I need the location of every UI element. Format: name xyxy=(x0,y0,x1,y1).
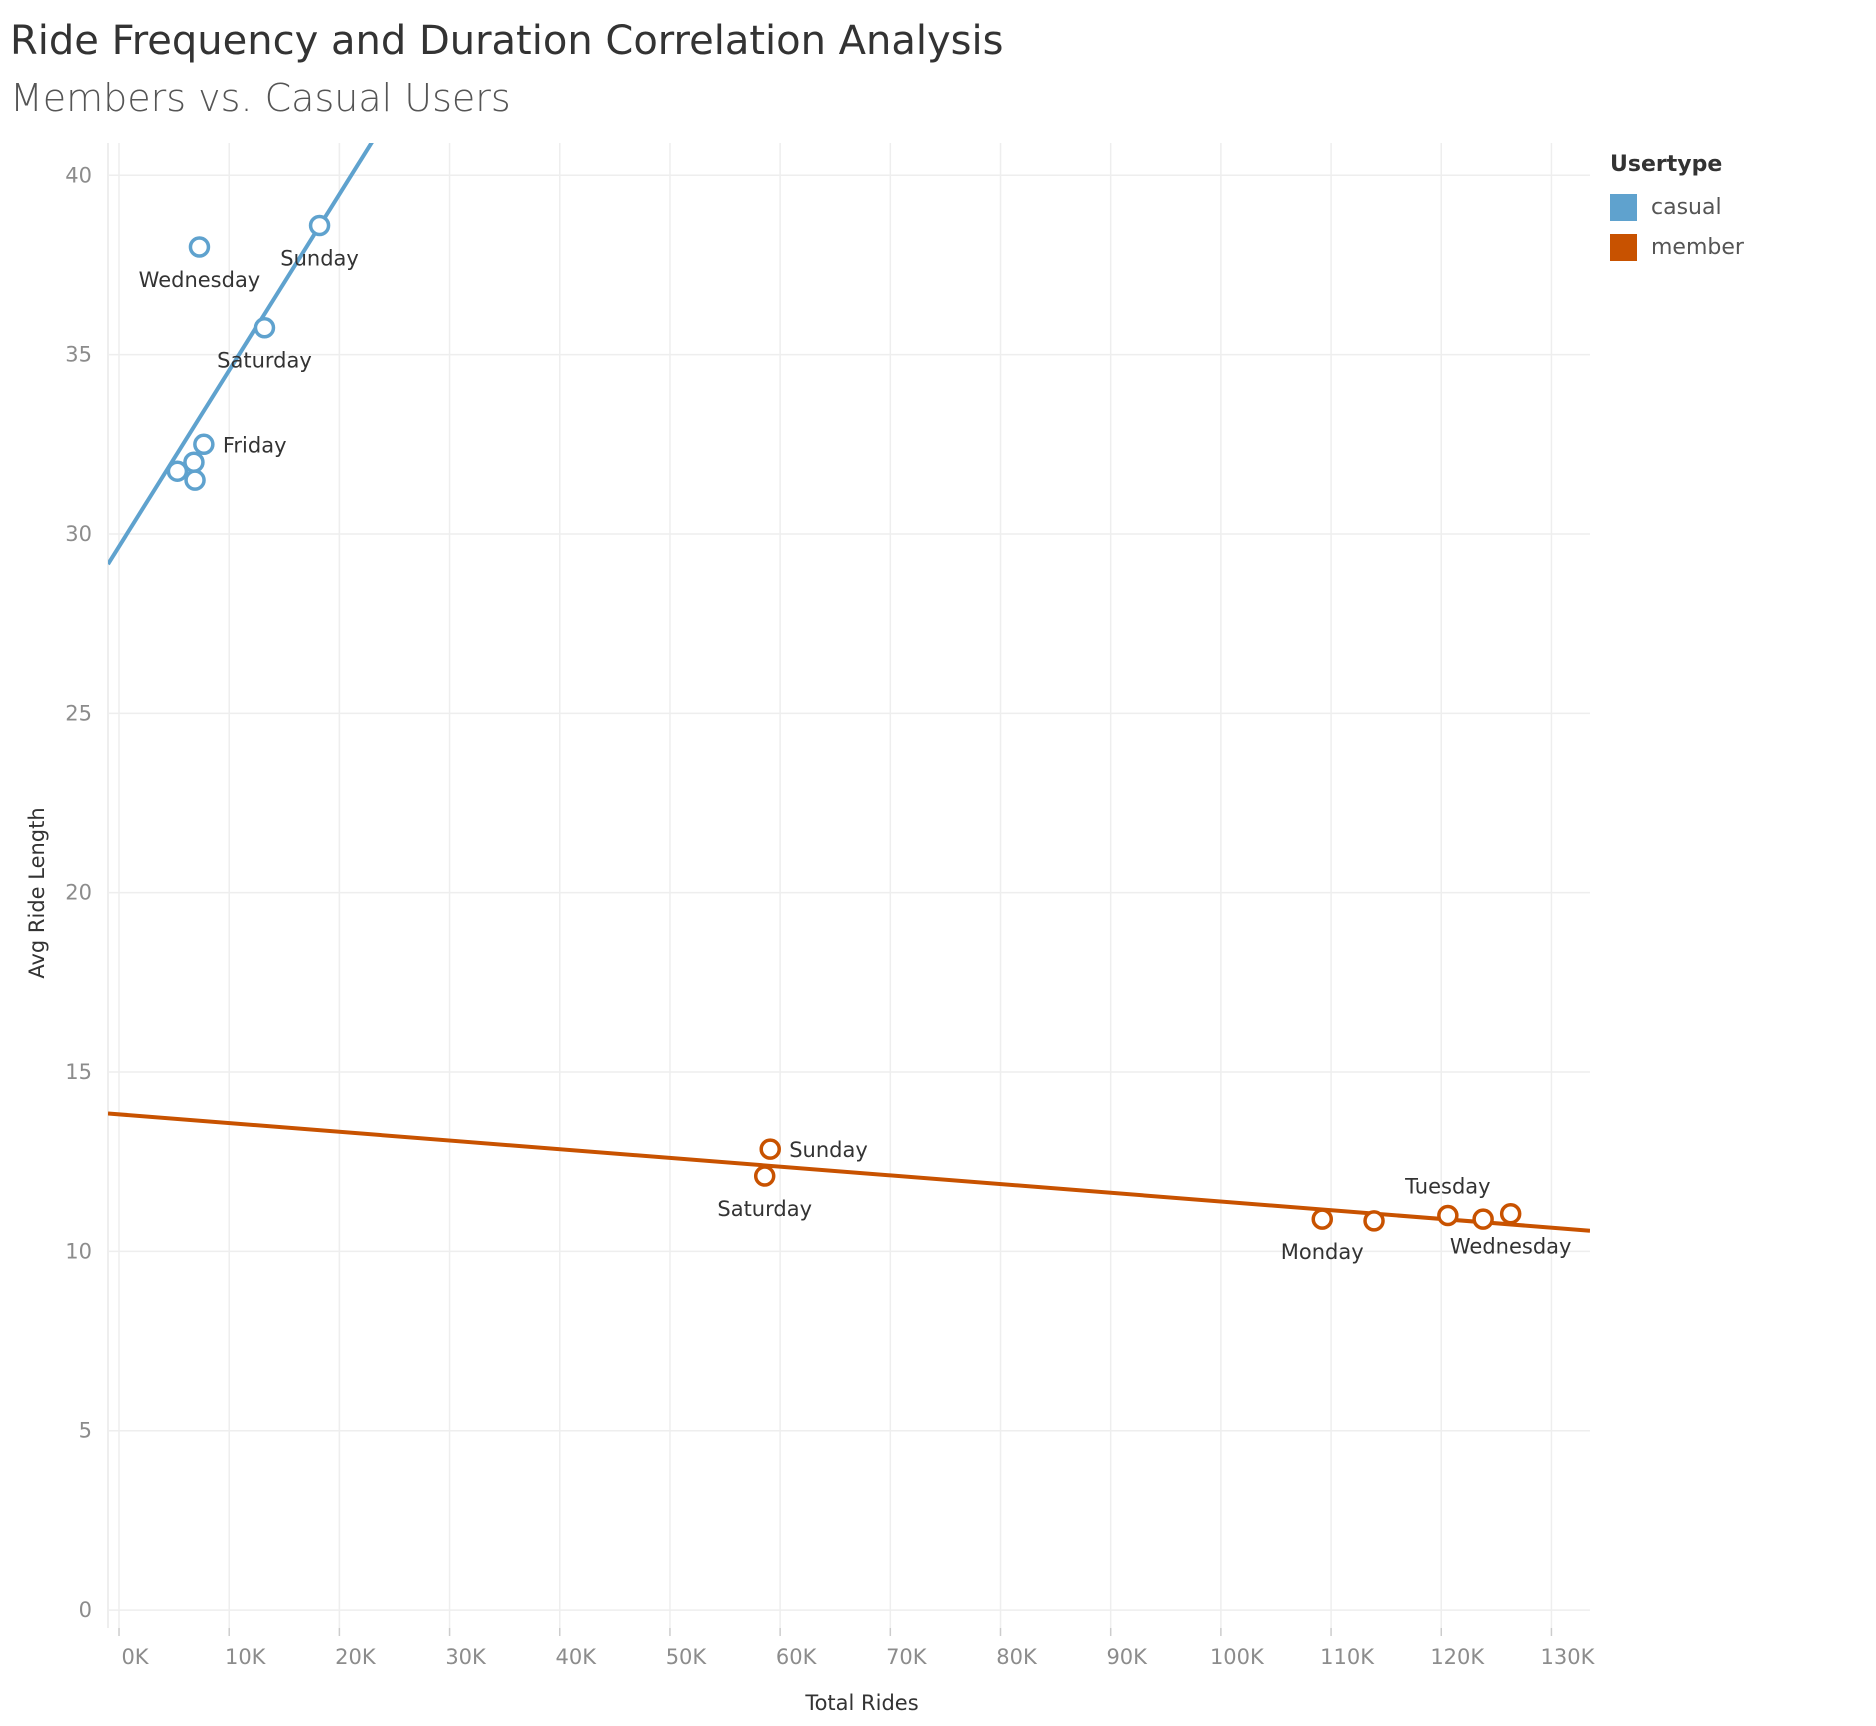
x-tick-label: 90K xyxy=(1106,1645,1148,1669)
x-tick-label: 60K xyxy=(776,1645,818,1669)
legend-item-casual[interactable]: casual xyxy=(1610,187,1744,227)
x-tick-label: 130K xyxy=(1541,1645,1596,1669)
trend-line-member xyxy=(108,1111,1590,1233)
data-point-casual xyxy=(166,460,189,482)
x-tick-label: 50K xyxy=(666,1645,708,1669)
x-axis-title: Total Rides xyxy=(804,1691,918,1715)
y-tick-label: 35 xyxy=(65,343,92,367)
y-axis-ticks: 0 5 10 15 20 25 30 35 40 xyxy=(65,163,92,1622)
y-tick-label: 20 xyxy=(65,881,92,905)
y-tick-label: 5 xyxy=(79,1419,92,1443)
data-points xyxy=(166,214,1522,1232)
trend-lines xyxy=(108,143,1590,1233)
x-tick-label: 120K xyxy=(1430,1645,1485,1669)
x-tick-label: 100K xyxy=(1210,1645,1265,1669)
data-point-member xyxy=(1499,1202,1522,1225)
x-tick-label: 40K xyxy=(556,1645,598,1669)
x-tick-label: 0K xyxy=(121,1645,149,1669)
legend-item-member[interactable]: member xyxy=(1610,227,1744,267)
point-labels: Wednesday Sunday Saturday Friday Sunday Satur… xyxy=(139,247,1572,1265)
data-point-member xyxy=(1363,1210,1385,1232)
point-label-casual: Sunday xyxy=(280,247,359,271)
grid-lines xyxy=(107,143,1590,1628)
y-tick-label: 40 xyxy=(65,163,92,187)
legend-swatch-member xyxy=(1610,233,1637,261)
y-tick-label: 0 xyxy=(79,1598,92,1622)
point-label-member: Sunday xyxy=(789,1138,868,1162)
chart-subtitle: Members vs. Casual Users xyxy=(10,76,511,120)
x-tick-label: 30K xyxy=(445,1645,487,1669)
trend-line-casual xyxy=(108,143,374,566)
point-label-member: Wednesday xyxy=(1450,1235,1572,1259)
data-point-member xyxy=(1311,1208,1333,1230)
legend-label-member: member xyxy=(1651,234,1744,260)
x-tick-label: 20K xyxy=(335,1645,377,1669)
y-tick-label: 30 xyxy=(65,522,92,546)
chart-title: Ride Frequency and Duration Correlation … xyxy=(10,18,1004,64)
x-tick-label: 10K xyxy=(225,1645,267,1669)
x-tick-label: 80K xyxy=(996,1645,1038,1669)
legend-swatch-casual xyxy=(1610,193,1637,221)
point-label-casual: Saturday xyxy=(217,349,312,373)
data-point-member xyxy=(1437,1204,1459,1227)
y-tick-label: 15 xyxy=(65,1060,92,1084)
x-axis-ticks: 0K 10K 20K 30K 40K 50K 60K 70K 80K 90K 100K 110K 120… xyxy=(118,1628,1596,1669)
y-tick-label: 10 xyxy=(65,1239,92,1263)
data-point-casual xyxy=(188,236,211,258)
point-label-member: Monday xyxy=(1281,1240,1364,1264)
data-point-member xyxy=(1472,1208,1494,1230)
data-point-member xyxy=(753,1165,776,1187)
legend-label-casual: casual xyxy=(1651,194,1722,220)
x-tick-label: 70K xyxy=(886,1645,928,1669)
data-point-casual xyxy=(183,451,205,473)
data-point-casual xyxy=(184,469,206,491)
data-point-casual xyxy=(308,214,331,237)
y-tick-label: 25 xyxy=(65,701,92,725)
point-label-member: Saturday xyxy=(717,1197,812,1221)
point-label-casual: Wednesday xyxy=(139,268,261,292)
point-label-member: Tuesday xyxy=(1404,1175,1490,1199)
point-label-casual: Friday xyxy=(223,433,287,457)
legend: Usertype casual member xyxy=(1610,152,1744,267)
x-tick-label: 110K xyxy=(1320,1645,1375,1669)
legend-title: Usertype xyxy=(1610,152,1723,177)
data-point-member xyxy=(759,1138,781,1160)
data-point-casual xyxy=(253,316,276,339)
data-point-casual xyxy=(193,433,215,456)
y-axis-title: Avg Ride Length xyxy=(25,807,49,978)
